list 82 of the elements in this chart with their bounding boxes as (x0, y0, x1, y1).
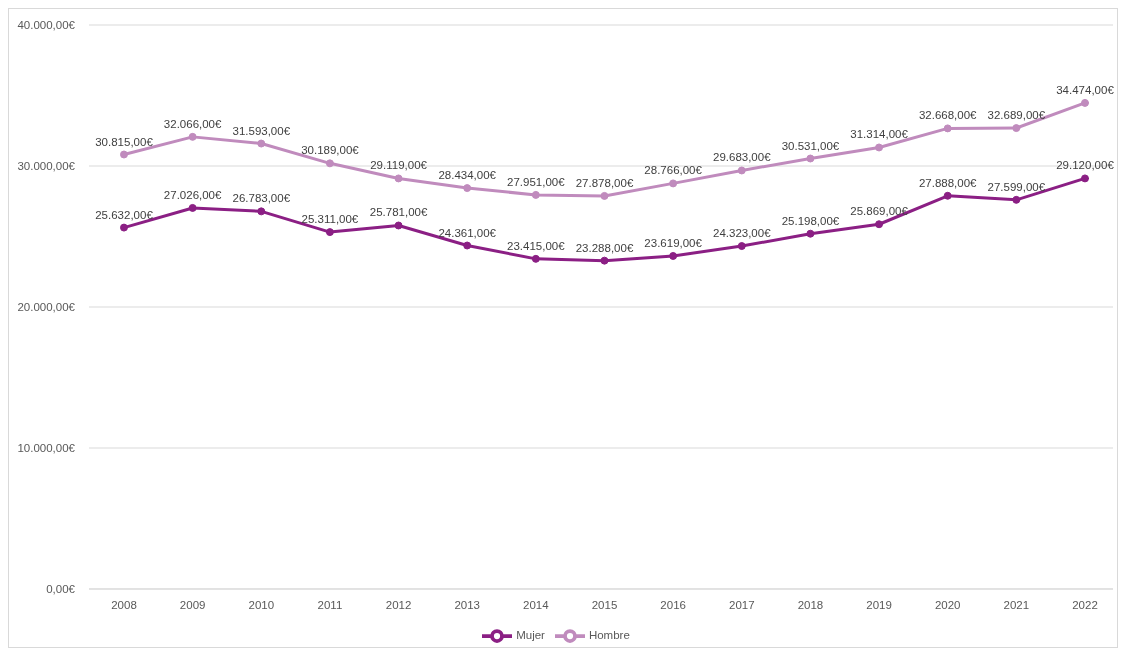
y-tick-label: 30.000,00€ (17, 160, 76, 173)
point (120, 150, 128, 159)
point (1012, 124, 1021, 133)
y-tick-label: 20.000,00€ (17, 301, 76, 314)
point (325, 159, 334, 168)
point (943, 124, 952, 133)
y-tick-label: 0,00€ (46, 583, 76, 596)
data-label: 30.531,00€ (781, 139, 840, 152)
point (531, 254, 540, 263)
data-label: 25.311,00€ (301, 213, 359, 226)
point (943, 191, 952, 200)
x-tick-label: 2017 (728, 599, 755, 612)
data-label: 27.951,00€ (507, 175, 566, 188)
data-label: 31.314,00€ (850, 128, 909, 141)
data-label: 23.288,00€ (575, 241, 634, 254)
point (875, 220, 884, 229)
point (325, 228, 334, 237)
data-label: 34.474,00€ (1056, 83, 1115, 96)
point (394, 174, 403, 183)
data-label: 27.026,00€ (163, 188, 223, 201)
x-tick-label: 2022 (1072, 599, 1098, 612)
point (463, 241, 472, 250)
legend-label: Mujer (516, 629, 545, 642)
point (600, 256, 609, 265)
point (1012, 195, 1021, 204)
point (737, 166, 746, 175)
point (669, 179, 678, 188)
point (737, 242, 746, 251)
x-tick-label: 2021 (1003, 599, 1030, 612)
data-label: 32.668,00€ (918, 109, 978, 122)
x-tick-label: 2012 (385, 599, 412, 612)
data-label: 25.781,00€ (369, 206, 428, 219)
data-label: 32.689,00€ (987, 109, 1046, 122)
point (531, 190, 540, 199)
data-label: 25.632,00€ (95, 208, 154, 221)
point (1081, 174, 1089, 183)
data-label: 23.619,00€ (644, 236, 703, 249)
point (188, 203, 197, 212)
data-label: 25.869,00€ (850, 205, 909, 218)
data-label: 29.683,00€ (713, 151, 772, 164)
point (394, 221, 403, 230)
point (257, 139, 266, 148)
x-tick-label: 2020 (934, 599, 961, 612)
point (806, 229, 815, 238)
x-tick-label: 2014 (523, 599, 550, 612)
x-tick-label: 2019 (866, 599, 892, 612)
point (188, 132, 197, 141)
point (600, 191, 609, 200)
data-label: 27.599,00€ (987, 180, 1046, 193)
data-label: 30.815,00€ (95, 135, 154, 148)
data-label: 29.120,00€ (1056, 159, 1115, 172)
point (463, 184, 472, 193)
point (1081, 98, 1089, 107)
data-label: 28.434,00€ (438, 169, 497, 182)
x-tick-label: 2015 (591, 599, 618, 612)
data-label: 32.066,00€ (163, 117, 223, 130)
point (120, 223, 128, 232)
data-label: 26.783,00€ (232, 192, 291, 205)
x-tick-label: 2010 (248, 599, 275, 612)
x-tick-label: 2009 (179, 599, 206, 612)
data-label: 29.119,00€ (370, 159, 428, 172)
y-tick-label: 40.000,00€ (17, 19, 76, 32)
x-tick-label: 2011 (317, 599, 343, 612)
point (257, 207, 266, 216)
data-label: 23.415,00€ (507, 239, 566, 252)
data-label: 24.361,00€ (438, 226, 497, 239)
point (669, 251, 678, 260)
x-tick-label: 2016 (660, 599, 686, 612)
point (806, 154, 815, 163)
x-tick-label: 2008 (111, 599, 137, 612)
data-label: 31.593,00€ (232, 124, 291, 137)
y-tick-label: 10.000,00€ (17, 442, 76, 455)
data-label: 25.198,00€ (781, 214, 840, 227)
x-tick-label: 2018 (797, 599, 824, 612)
legend-label: Hombre (588, 629, 630, 642)
x-tick-label: 2013 (454, 599, 481, 612)
point (875, 143, 884, 152)
data-label: 30.189,00€ (301, 144, 360, 157)
data-label: 28.766,00€ (644, 164, 703, 177)
data-label: 27.878,00€ (575, 176, 634, 189)
data-label: 24.323,00€ (713, 227, 772, 240)
data-label: 27.888,00€ (918, 176, 978, 189)
